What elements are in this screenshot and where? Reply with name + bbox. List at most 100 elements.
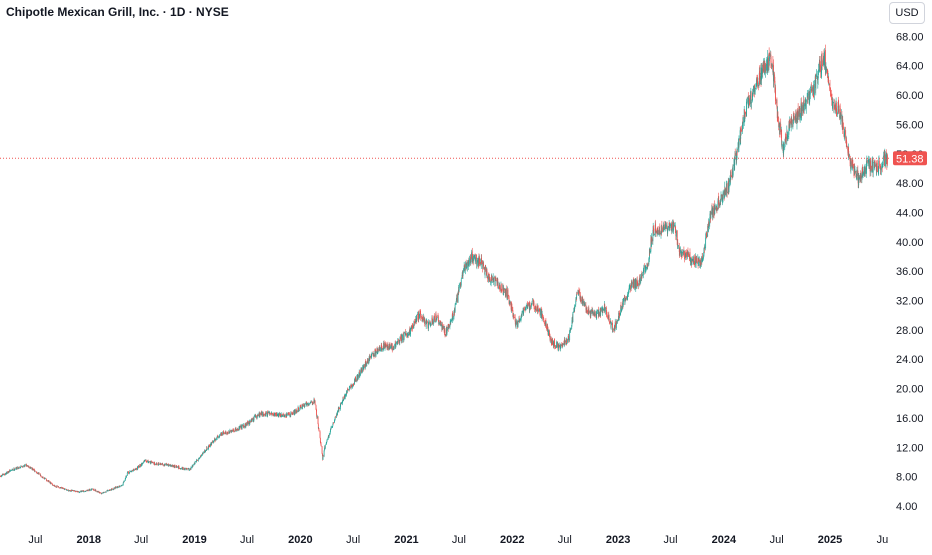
candle	[92, 488, 93, 490]
candle	[232, 430, 233, 432]
candle-body	[471, 253, 472, 259]
candle-body	[282, 415, 283, 416]
candle	[329, 436, 330, 439]
candle-body	[183, 467, 184, 469]
candle-body	[469, 259, 470, 264]
candle-body	[408, 334, 409, 335]
candle-body	[512, 307, 513, 311]
candle	[550, 336, 551, 341]
candle	[374, 353, 375, 358]
candle	[205, 450, 206, 453]
candle-body	[613, 329, 614, 330]
candle	[378, 349, 379, 352]
candle-body	[441, 324, 442, 326]
candle-body	[609, 321, 610, 324]
candle	[87, 489, 88, 491]
candle	[209, 445, 210, 447]
candle-body	[501, 290, 502, 291]
candle-body	[0, 476, 1, 477]
candle	[246, 422, 247, 426]
candle-body	[467, 262, 468, 268]
candle	[29, 466, 30, 468]
candle-body	[213, 441, 214, 442]
candle-body	[16, 468, 17, 469]
candle-body	[223, 432, 224, 434]
candle-body	[514, 315, 515, 318]
candle	[192, 466, 193, 467]
candle-body	[280, 414, 281, 417]
candle-body	[404, 332, 405, 333]
candle-body	[156, 463, 157, 464]
candle	[181, 468, 182, 470]
candle-body	[520, 319, 521, 321]
candle-body	[403, 334, 404, 335]
candle-body	[531, 305, 532, 306]
candle-body	[349, 386, 350, 387]
candle	[390, 346, 391, 349]
candle-body	[627, 294, 628, 297]
candle	[51, 482, 52, 484]
candle-body	[436, 318, 437, 319]
candle	[203, 451, 204, 452]
candle-body	[114, 488, 115, 489]
candle-body	[69, 490, 70, 491]
candle	[627, 292, 628, 300]
candle	[142, 462, 143, 464]
candle	[128, 471, 129, 474]
candle-body	[79, 492, 80, 493]
candle	[41, 476, 42, 477]
candle-body	[252, 418, 253, 421]
candle-body	[91, 490, 92, 491]
candle	[572, 312, 573, 323]
candle	[329, 433, 330, 436]
candle-body	[394, 346, 395, 349]
candle	[193, 464, 194, 465]
candle	[637, 282, 638, 287]
candle	[410, 328, 411, 337]
candle	[35, 470, 36, 471]
candle	[315, 401, 316, 406]
candle	[73, 490, 74, 491]
candle	[12, 469, 13, 470]
candle-body	[71, 490, 72, 491]
candle	[536, 308, 537, 311]
candle	[548, 329, 549, 336]
candle	[367, 358, 368, 364]
candle-body	[284, 416, 285, 417]
candle	[392, 343, 393, 352]
candle-body	[116, 487, 117, 488]
candle-body	[39, 473, 40, 474]
candle-body	[167, 464, 168, 466]
candle	[167, 464, 168, 466]
candle-body	[455, 305, 456, 311]
candle-body	[424, 320, 425, 323]
candle	[341, 402, 342, 404]
candle-body	[652, 239, 653, 241]
candle	[510, 300, 511, 305]
candle-body	[639, 277, 640, 283]
candle	[219, 434, 220, 436]
candle	[168, 466, 169, 467]
candle	[658, 226, 659, 235]
candle-body	[605, 307, 606, 311]
candle-body	[14, 469, 15, 470]
candle-body	[485, 265, 486, 268]
candle	[670, 223, 671, 228]
candle	[23, 467, 24, 468]
candle-body	[195, 461, 196, 462]
candle	[118, 487, 119, 488]
candle	[307, 403, 308, 406]
candle	[589, 311, 590, 314]
candle-body	[453, 318, 454, 319]
candle-body	[404, 333, 405, 340]
candle	[386, 342, 387, 346]
candle-body	[653, 229, 654, 235]
candle	[169, 464, 170, 465]
candle-body	[518, 321, 519, 325]
candle-body	[581, 300, 582, 301]
candle-body	[270, 413, 271, 414]
candle-body	[248, 422, 249, 425]
candle	[581, 297, 582, 303]
